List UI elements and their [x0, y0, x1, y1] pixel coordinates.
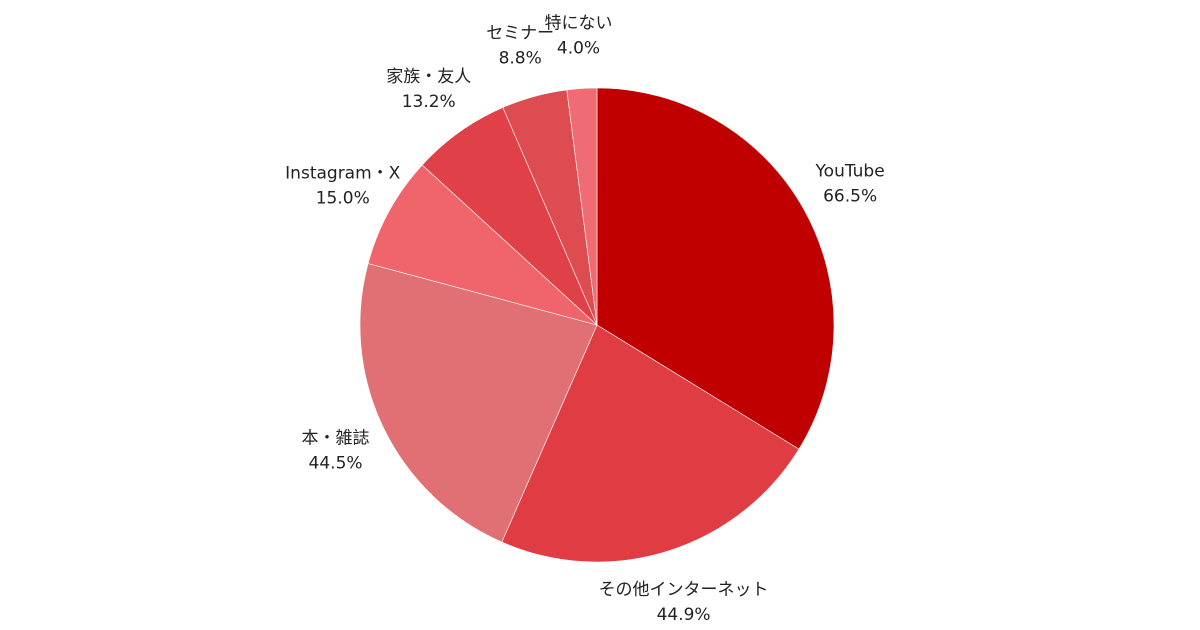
slice-label: 特にない: [545, 14, 613, 34]
slice-label: Instagram・X: [285, 164, 400, 184]
value-label: 44.9%: [657, 605, 711, 625]
value-label: 8.8%: [499, 48, 542, 68]
value-label: 15.0%: [316, 189, 370, 209]
slice-label: セミナー: [486, 23, 554, 43]
value-label: 66.5%: [823, 186, 877, 206]
pie-slice: [501, 324, 800, 563]
value-label: 13.2%: [402, 92, 456, 112]
pie-slice: [359, 263, 598, 543]
slice-label: 本・雑誌: [302, 428, 370, 448]
pie-slice: [566, 87, 598, 326]
slice-label: 家族・友人: [386, 67, 471, 87]
pie-slice: [596, 87, 835, 450]
slice-label: YouTube: [815, 161, 885, 181]
value-label: 4.0%: [557, 39, 600, 59]
pie-slice: [367, 164, 598, 326]
value-label: 44.5%: [309, 453, 363, 473]
slice-label: その他インターネット: [599, 580, 769, 600]
